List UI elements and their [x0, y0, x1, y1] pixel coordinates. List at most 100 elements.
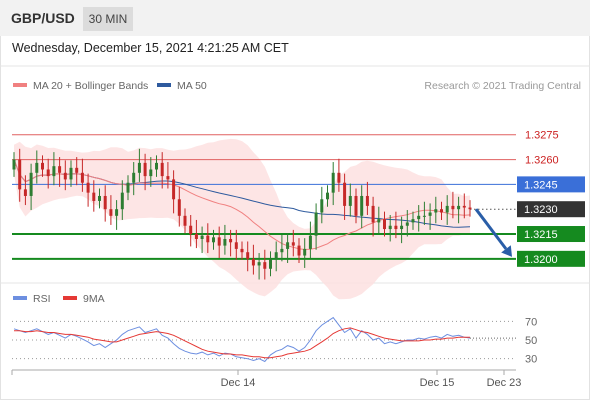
candle-body	[428, 212, 432, 216]
copyright: Research © 2021 Trading Central	[424, 80, 581, 92]
price-label: 1.3230	[524, 204, 558, 216]
candle-body	[172, 179, 176, 200]
level-label-1.3260: 1.3260	[525, 155, 559, 167]
candle-body	[320, 199, 324, 213]
candle-body	[371, 205, 375, 223]
level-box-1.3215	[517, 226, 585, 243]
candle-body	[23, 189, 27, 196]
forecast-arrow-head	[501, 245, 512, 257]
candle-body	[388, 225, 392, 230]
candle-body	[246, 252, 250, 259]
candle-body	[206, 235, 210, 243]
candle-body	[343, 182, 347, 206]
rsi-tick-50: 50	[525, 335, 537, 347]
candle-body	[308, 235, 312, 249]
rsi-ma9-line	[14, 327, 470, 359]
candle-body	[269, 258, 272, 269]
level-label-1.3275: 1.3275	[525, 130, 559, 142]
candle-body	[400, 225, 404, 230]
interval-button[interactable]: 30 MIN	[83, 7, 133, 31]
candle-body	[297, 245, 301, 256]
candle-body	[103, 195, 107, 210]
candle-body	[120, 192, 124, 210]
candle-body	[217, 237, 221, 246]
candle-body	[394, 225, 398, 230]
candle-body	[434, 209, 438, 213]
candle-body	[126, 182, 130, 193]
level-label-1.3245: 1.3245	[524, 179, 558, 191]
candle-body	[354, 195, 358, 216]
candle-body	[80, 172, 84, 183]
price-label-box	[517, 201, 585, 218]
candle-body	[445, 205, 449, 213]
candle-body	[314, 212, 318, 236]
candle-body	[251, 258, 255, 266]
candle-body	[194, 234, 198, 239]
forecast-arrow	[474, 208, 508, 250]
candle-body	[451, 205, 455, 210]
candle-body	[286, 242, 290, 249]
candle-body	[229, 238, 233, 243]
legend-ma50-label: MA 50	[177, 80, 207, 92]
rsi-swatch	[13, 296, 27, 301]
ma20-swatch	[13, 83, 27, 88]
candle-body	[468, 207, 472, 210]
timestamp: Wednesday, December 15, 2021 4:21:25 AM …	[12, 41, 289, 55]
candle-body	[257, 262, 261, 266]
candle-body	[166, 176, 170, 180]
candle-body	[29, 172, 33, 196]
rsi-line	[13, 316, 471, 363]
ma20-line	[13, 159, 471, 251]
candle-body	[405, 222, 409, 226]
candle-body	[12, 159, 16, 170]
candle-body	[58, 166, 62, 173]
candle-body	[177, 199, 181, 216]
symbol-label: GBP/USD	[11, 10, 75, 26]
candle-body	[143, 162, 147, 177]
candle-body	[331, 172, 335, 193]
candle-body	[212, 237, 215, 243]
candle-body	[35, 162, 39, 173]
candle-body	[183, 215, 187, 226]
candle-body	[411, 219, 415, 223]
legend-ma9-label: 9MA	[83, 293, 105, 305]
legend-ma20-label: MA 20 + Bollinger Bands	[33, 80, 149, 92]
candle-body	[360, 195, 364, 216]
candle-body	[98, 195, 101, 201]
candle-body	[280, 248, 284, 253]
ma9-swatch	[63, 296, 77, 301]
candle-body	[377, 219, 381, 223]
header-bar: GBP/USD 30 MIN	[0, 0, 590, 36]
legend-rsi: RSI	[13, 293, 51, 305]
legend-ma9: 9MA	[63, 293, 105, 305]
level-label-1.3215: 1.3215	[524, 229, 558, 241]
candle-body	[263, 262, 267, 269]
candle-body	[155, 162, 158, 170]
legend-rsi-label: RSI	[33, 293, 51, 305]
candle-body	[115, 209, 119, 216]
candle-body	[291, 242, 295, 246]
candle-body	[149, 169, 153, 177]
candle-body	[422, 215, 426, 217]
candle-body	[348, 195, 352, 206]
candle-body	[303, 248, 307, 256]
candle-body	[326, 192, 329, 200]
candle-body	[274, 252, 278, 259]
candle-body	[41, 162, 44, 170]
candle-body	[383, 219, 386, 230]
rsi-tick-30: 30	[525, 354, 537, 366]
rsi-tick-70: 70	[525, 316, 537, 328]
candle-body	[63, 172, 67, 180]
candle-body	[132, 172, 136, 183]
time-label-Dec-23: Dec 23	[487, 377, 522, 389]
level-label-1.3200: 1.3200	[524, 254, 558, 266]
candle-body	[75, 167, 79, 173]
candle-body	[109, 209, 113, 216]
candle-body	[46, 169, 50, 177]
candle-body	[189, 225, 193, 235]
time-label-Dec-14: Dec 14	[221, 377, 256, 389]
level-box-1.3245	[517, 176, 585, 193]
candle-body	[417, 215, 421, 220]
candle-body	[440, 209, 443, 213]
